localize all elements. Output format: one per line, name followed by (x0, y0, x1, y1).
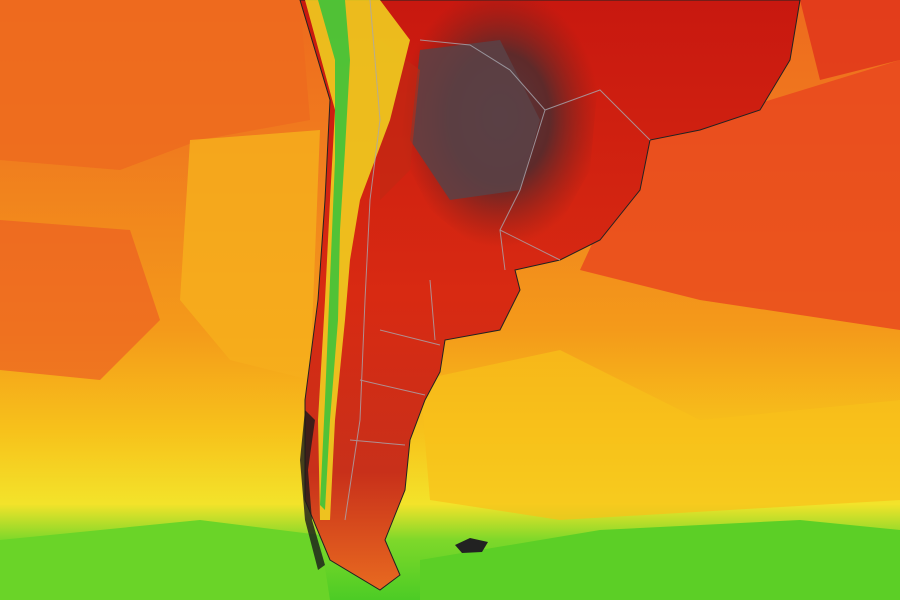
heat-core (410, 40, 540, 200)
border (499, 229, 561, 261)
warm-zone (0, 220, 160, 380)
border (349, 279, 441, 446)
warm-zone (580, 60, 900, 330)
falkland-islands (455, 538, 488, 553)
border (344, 0, 381, 521)
warm-zone (0, 0, 310, 170)
cool-zone (180, 130, 320, 380)
andes-peaks (318, 0, 350, 510)
coastal-islands (300, 410, 325, 570)
borders (344, 0, 651, 521)
cool-zone (420, 350, 900, 520)
border (544, 89, 651, 141)
cold-zone (420, 520, 900, 600)
warm-zone (800, 0, 900, 80)
cold-zone (0, 520, 330, 600)
